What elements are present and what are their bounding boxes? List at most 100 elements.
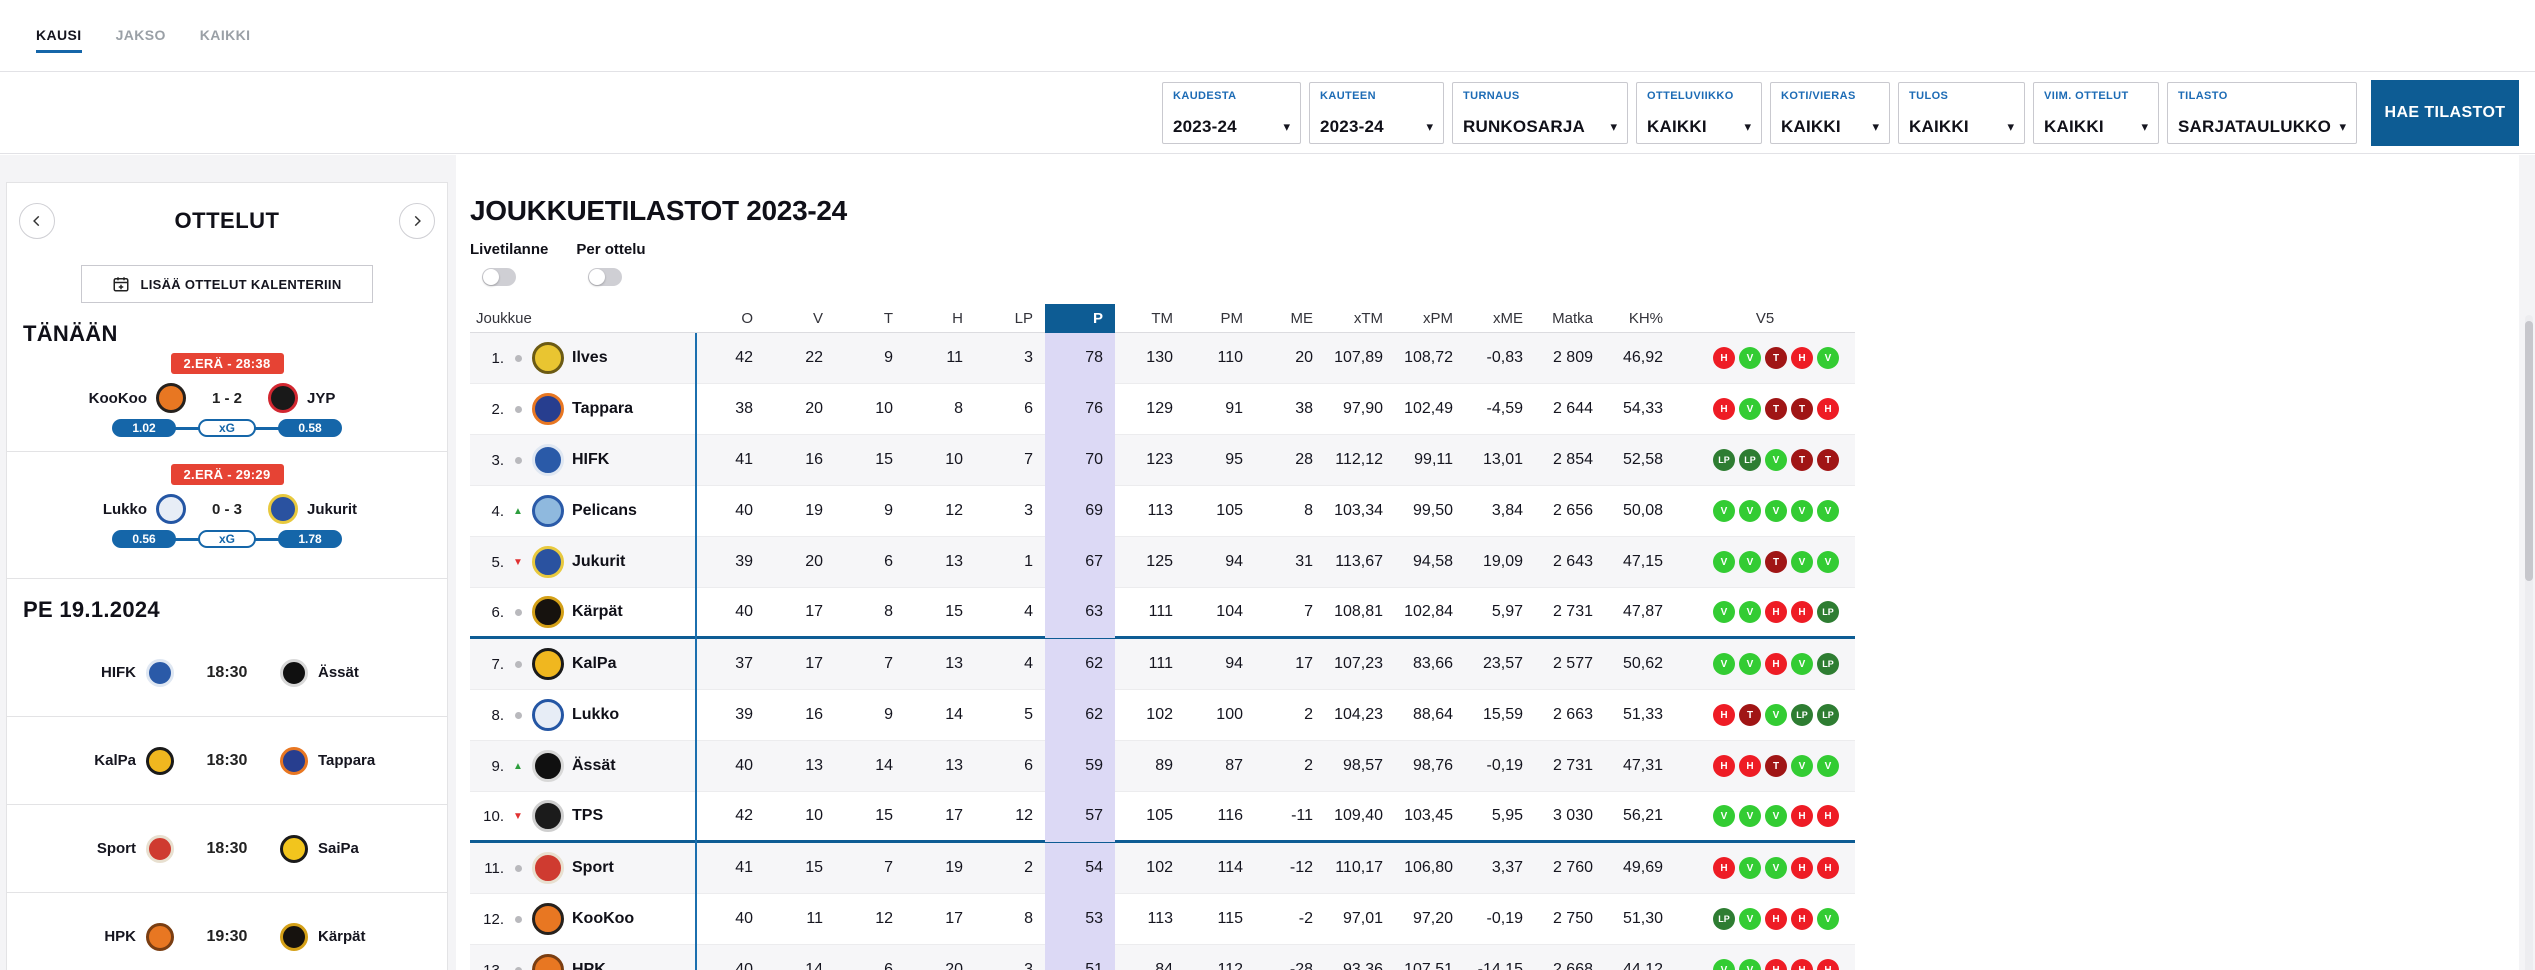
team-name: Pelicans: [572, 502, 637, 519]
table-row[interactable]: 3. HIFK 41 16 15 10 7 70 123 95 28 112,12 99,11 13,01…: [470, 434, 1855, 486]
scrollbar-thumb[interactable]: [2525, 321, 2533, 581]
scrollbar[interactable]: [2525, 315, 2533, 970]
result-badge-t: T: [1765, 398, 1787, 420]
next-matches-button[interactable]: [399, 203, 435, 239]
team-stats-table: Joukkue O V T H LP P TM PM ME xTM xPM xME Matka KH% V5 1…: [470, 304, 1855, 970]
col-header-h[interactable]: H: [952, 309, 963, 327]
cell-tm: 123: [1146, 451, 1173, 468]
cell-tm: 105: [1146, 807, 1173, 824]
result-badge-h: H: [1791, 959, 1813, 970]
filter-otteluviikko[interactable]: OTTELUVIIKKO KAIKKI ▾: [1636, 81, 1762, 144]
live-match[interactable]: 2.ERÄ - 29:29 Lukko 0 - 3 Jukurit 0.56 xG 1.78: [7, 451, 447, 562]
cell-p: 59: [1045, 740, 1115, 792]
filter-turnaus[interactable]: TURNAUS RUNKOSARJA ▾: [1452, 81, 1628, 144]
col-header-kh[interactable]: KH%: [1628, 309, 1663, 327]
table-row[interactable]: 4. ▲ Pelicans 40 19 9 12 3 69 113 105 8 103,34 99,50 3…: [470, 485, 1855, 537]
table-row[interactable]: 7. KalPa 37 17 7 13 4 62 111 94 17 107,23 83,66 23,57…: [470, 638, 1855, 690]
team-logo: [146, 746, 174, 775]
toggle-switch[interactable]: [588, 268, 623, 286]
col-header-o[interactable]: O: [741, 309, 753, 327]
col-header-tm[interactable]: TM: [1151, 309, 1173, 327]
table-row[interactable]: 8. Lukko 39 16 9 14 5 62 102 100 2 104,23 88,64 15,59…: [470, 689, 1855, 741]
add-to-calendar-button[interactable]: LISÄÄ OTTELUT KALENTERIIN: [81, 265, 373, 303]
fixture-row[interactable]: Sport 18:30 SaiPa: [7, 805, 447, 893]
table-row[interactable]: 13. HPK 40 14 6 20 3 51 84 112 -28 93,36 107,51 -14,1…: [470, 944, 1855, 970]
table-row[interactable]: 6. Kärpät 40 17 8 15 4 63 111 104 7 108,81 102,84 5,9…: [470, 586, 1855, 639]
cell-lp: 2: [1024, 859, 1033, 876]
filter-label: TILASTO: [2178, 89, 2228, 102]
col-header-xpm[interactable]: xPM: [1423, 309, 1453, 327]
table-row[interactable]: 12. KooKoo 40 11 12 17 8 53 113 115 -2 97,01 97,20 -0…: [470, 893, 1855, 945]
cell-tm: 89: [1155, 757, 1173, 774]
table-row[interactable]: 5. ▼ Jukurit 39 20 6 13 1 67 125 94 31 113,67 94,58 19…: [470, 536, 1855, 588]
table-row[interactable]: 1. Ilves 42 22 9 11 3 78 130 110 20 107,89 108,72 -0,…: [470, 332, 1855, 384]
fixture-row[interactable]: HPK 19:30 Kärpät: [7, 893, 447, 970]
fixture-time: 18:30: [206, 751, 248, 769]
cell-pm: 91: [1225, 400, 1243, 417]
cell-p: 51: [1045, 944, 1115, 970]
rank: 13.: [483, 961, 504, 970]
team-logo: [532, 852, 564, 884]
rank: 3.: [491, 451, 504, 469]
filter-koti-vieras[interactable]: KOTI/VIERAS KAIKKI ▾: [1770, 81, 1890, 144]
cell-matka: 2 644: [1552, 400, 1593, 417]
xg-away-value: 0.58: [278, 419, 342, 437]
filter-kauteen[interactable]: KAUTEEN 2023-24 ▾: [1309, 81, 1444, 144]
prev-matches-button[interactable]: [19, 203, 55, 239]
content-area: OTTELUT LISÄÄ OTTELUT KALENTERIIN TÄNÄÄN…: [0, 155, 2535, 970]
table-row[interactable]: 9. ▲ Ässät 40 13 14 13 6 59 89 87 2 98,57 98,76 -0,19 2…: [470, 740, 1855, 792]
result-badge-h: H: [1765, 908, 1787, 930]
table-row[interactable]: 11. Sport 41 15 7 19 2 54 102 114 -12 110,17 106,80 3…: [470, 842, 1855, 894]
cell-xpm: 99,50: [1412, 502, 1453, 519]
cell-o: 39: [735, 553, 753, 570]
cell-h: 11: [946, 349, 963, 366]
cell-xtm: 104,23: [1334, 706, 1383, 723]
live-status-badge: 2.ERÄ - 28:38: [170, 353, 284, 374]
col-header-me[interactable]: ME: [1290, 309, 1314, 327]
tab-jakso[interactable]: JAKSO: [115, 26, 166, 43]
col-header-xtm[interactable]: xTM: [1353, 309, 1383, 327]
cell-pm: 105: [1216, 502, 1243, 519]
filter-kaudesta[interactable]: KAUDESTA 2023-24 ▾: [1162, 81, 1301, 144]
fixture-row[interactable]: KalPa 18:30 Tappara: [7, 717, 447, 805]
cell-xpm: 102,84: [1404, 603, 1453, 620]
cell-t: 15: [875, 807, 893, 824]
col-header-p[interactable]: P: [1045, 304, 1115, 333]
col-header-joukkue[interactable]: Joukkue: [476, 309, 532, 327]
cell-matka: 3 030: [1552, 807, 1593, 824]
tab-kausi[interactable]: KAUSI: [36, 19, 82, 53]
cell-xtm: 98,57: [1342, 757, 1383, 774]
cell-xme: 5,95: [1491, 807, 1523, 824]
tab-kaikki[interactable]: KAIKKI: [199, 26, 251, 43]
result-badge-v: V: [1739, 398, 1761, 420]
result-badge-v: V: [1739, 347, 1761, 369]
trend-dot-icon: [512, 660, 524, 668]
filter-tulos[interactable]: TULOS KAIKKI ▾: [1898, 81, 2025, 144]
col-header-v5[interactable]: V5: [1755, 309, 1775, 327]
hae-tilastot-button[interactable]: HAE TILASTOT: [2371, 79, 2519, 146]
toggle-switch[interactable]: [482, 268, 516, 286]
result-badge-v: V: [1739, 653, 1761, 675]
filter-tilasto[interactable]: TILASTO SARJATAULUKKO ▾: [2167, 81, 2357, 144]
col-header-t[interactable]: T: [883, 309, 893, 327]
result-badge-v: V: [1765, 704, 1787, 726]
team-logo: [146, 658, 174, 687]
cell-t: 7: [884, 655, 893, 672]
col-header-pm[interactable]: PM: [1220, 309, 1244, 327]
result-badge-v: V: [1739, 959, 1761, 970]
col-header-lp[interactable]: LP: [1014, 309, 1033, 327]
cell-pm: 94: [1225, 655, 1243, 672]
fixture-row[interactable]: HIFK 18:30 Ässät: [7, 629, 447, 717]
cell-tm: 102: [1146, 859, 1173, 876]
table-row[interactable]: 2. Tappara 38 20 10 8 6 76 129 91 38 97,90 102,49 -4,…: [470, 383, 1855, 435]
col-header-matka[interactable]: Matka: [1552, 309, 1593, 327]
col-header-v[interactable]: V: [812, 309, 823, 327]
table-row[interactable]: 10. ▼ TPS 42 10 15 17 12 57 105 116 -11 109,40 103,45…: [470, 790, 1855, 843]
live-match[interactable]: 2.ERÄ - 28:38 KooKoo 1 - 2 JYP 1.02 xG 0.58: [7, 347, 447, 451]
filter-viim-ottelut[interactable]: VIIM. OTTELUT KAIKKI ▾: [2033, 81, 2159, 144]
col-header-xme[interactable]: xME: [1493, 309, 1523, 327]
result-badge-t: T: [1791, 449, 1813, 471]
rank: 7.: [491, 655, 504, 673]
